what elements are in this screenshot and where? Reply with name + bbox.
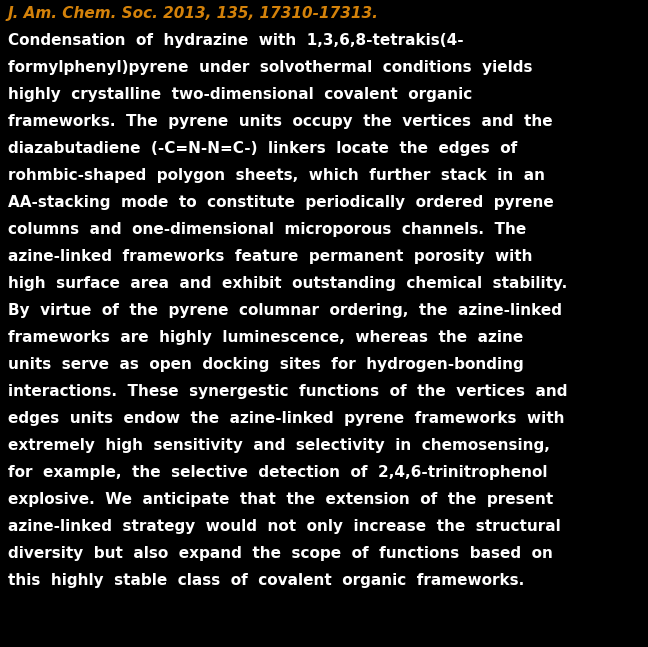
Text: azine-linked  strategy  would  not  only  increase  the  structural: azine-linked strategy would not only inc… bbox=[8, 519, 561, 534]
Text: highly  crystalline  two-dimensional  covalent  organic: highly crystalline two-dimensional coval… bbox=[8, 87, 472, 102]
Text: interactions.  These  synergestic  functions  of  the  vertices  and: interactions. These synergestic function… bbox=[8, 384, 568, 399]
Text: azine-linked  frameworks  feature  permanent  porosity  with: azine-linked frameworks feature permanen… bbox=[8, 249, 533, 264]
Text: AA-stacking  mode  to  constitute  periodically  ordered  pyrene: AA-stacking mode to constitute periodica… bbox=[8, 195, 554, 210]
Text: Condensation  of  hydrazine  with  1,3,6,8-tetrakis(4-: Condensation of hydrazine with 1,3,6,8-t… bbox=[8, 33, 463, 48]
Text: columns  and  one-dimensional  microporous  channels.  The: columns and one-dimensional microporous … bbox=[8, 222, 526, 237]
Text: formylphenyl)pyrene  under  solvothermal  conditions  yields: formylphenyl)pyrene under solvothermal c… bbox=[8, 60, 533, 75]
Text: extremely  high  sensitivity  and  selectivity  in  chemosensing,: extremely high sensitivity and selectivi… bbox=[8, 438, 550, 453]
Text: rohmbic-shaped  polygon  sheets,  which  further  stack  in  an: rohmbic-shaped polygon sheets, which fur… bbox=[8, 168, 545, 183]
Text: diversity  but  also  expand  the  scope  of  functions  based  on: diversity but also expand the scope of f… bbox=[8, 546, 553, 561]
Text: J. Am. Chem. Soc. 2013, 135, 17310-17313.: J. Am. Chem. Soc. 2013, 135, 17310-17313… bbox=[8, 6, 379, 21]
Text: units  serve  as  open  docking  sites  for  hydrogen-bonding: units serve as open docking sites for hy… bbox=[8, 357, 524, 372]
Text: high  surface  area  and  exhibit  outstanding  chemical  stability.: high surface area and exhibit outstandin… bbox=[8, 276, 567, 291]
Text: frameworks.  The  pyrene  units  occupy  the  vertices  and  the: frameworks. The pyrene units occupy the … bbox=[8, 114, 553, 129]
Text: this  highly  stable  class  of  covalent  organic  frameworks.: this highly stable class of covalent org… bbox=[8, 573, 524, 588]
Text: explosive.  We  anticipate  that  the  extension  of  the  present: explosive. We anticipate that the extens… bbox=[8, 492, 553, 507]
Text: frameworks  are  highly  luminescence,  whereas  the  azine: frameworks are highly luminescence, wher… bbox=[8, 330, 523, 345]
Text: By  virtue  of  the  pyrene  columnar  ordering,  the  azine-linked: By virtue of the pyrene columnar orderin… bbox=[8, 303, 562, 318]
Text: diazabutadiene  (-C=N-N=C-)  linkers  locate  the  edges  of: diazabutadiene (-C=N-N=C-) linkers locat… bbox=[8, 141, 517, 156]
Text: edges  units  endow  the  azine-linked  pyrene  frameworks  with: edges units endow the azine-linked pyren… bbox=[8, 411, 564, 426]
Text: for  example,  the  selective  detection  of  2,4,6-trinitrophenol: for example, the selective detection of … bbox=[8, 465, 548, 480]
